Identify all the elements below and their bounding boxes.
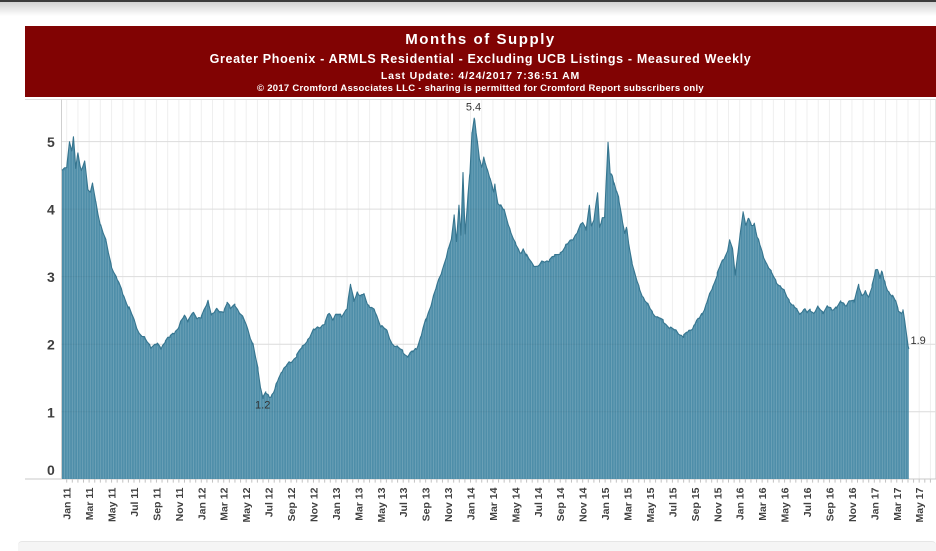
svg-text:4: 4: [47, 201, 55, 217]
svg-text:Mar 16: Mar 16: [757, 487, 769, 520]
svg-text:Mar 13: Mar 13: [353, 487, 365, 520]
svg-text:Sep 12: Sep 12: [286, 487, 298, 521]
svg-text:5.4: 5.4: [466, 102, 481, 114]
svg-text:1: 1: [47, 404, 55, 420]
svg-text:Mar 17: Mar 17: [892, 487, 904, 520]
svg-text:1.2: 1.2: [255, 400, 270, 412]
svg-text:5: 5: [47, 134, 55, 150]
svg-text:Sep 11: Sep 11: [151, 487, 163, 520]
svg-text:1.9: 1.9: [911, 335, 926, 347]
svg-text:Mar 12: Mar 12: [219, 487, 231, 520]
svg-text:Jan 17: Jan 17: [869, 487, 881, 520]
svg-text:Jan 14: Jan 14: [466, 487, 478, 520]
svg-text:Sep 13: Sep 13: [421, 487, 433, 521]
svg-text:May 17: May 17: [914, 487, 926, 522]
svg-text:Sep 15: Sep 15: [690, 487, 702, 521]
svg-text:Mar 15: Mar 15: [623, 487, 635, 520]
svg-text:Jul 12: Jul 12: [264, 487, 276, 517]
svg-text:0: 0: [47, 462, 55, 478]
svg-text:Nov 11: Nov 11: [174, 487, 186, 521]
svg-text:Nov 16: Nov 16: [847, 487, 859, 522]
svg-text:3: 3: [47, 269, 55, 285]
svg-text:Nov 14: Nov 14: [578, 487, 590, 522]
svg-text:May 14: May 14: [510, 487, 522, 522]
svg-text:Jul 13: Jul 13: [398, 487, 410, 517]
svg-text:Jul 14: Jul 14: [533, 487, 545, 517]
svg-text:Nov 12: Nov 12: [309, 487, 321, 522]
svg-text:May 11: May 11: [107, 487, 119, 522]
svg-text:Jul 16: Jul 16: [802, 487, 814, 517]
svg-text:Jul 11: Jul 11: [129, 487, 141, 516]
svg-text:Nov 13: Nov 13: [443, 487, 455, 522]
svg-text:Jan 11: Jan 11: [62, 487, 74, 519]
svg-text:May 12: May 12: [241, 487, 253, 522]
svg-text:Jan 12: Jan 12: [196, 487, 208, 520]
svg-text:Mar 11: Mar 11: [84, 487, 96, 520]
svg-text:Sep 16: Sep 16: [825, 487, 837, 521]
svg-text:Sep 14: Sep 14: [555, 487, 567, 521]
svg-text:Jan 13: Jan 13: [331, 487, 343, 520]
svg-text:May 15: May 15: [645, 487, 657, 522]
svg-text:2: 2: [47, 337, 55, 353]
svg-text:May 16: May 16: [780, 487, 792, 522]
svg-text:Mar 14: Mar 14: [488, 487, 500, 520]
svg-text:Nov 15: Nov 15: [712, 487, 724, 522]
svg-text:Jan 15: Jan 15: [600, 487, 612, 520]
svg-text:May 13: May 13: [376, 487, 388, 522]
svg-text:Jan 16: Jan 16: [735, 487, 747, 520]
svg-text:Jul 15: Jul 15: [667, 487, 679, 517]
